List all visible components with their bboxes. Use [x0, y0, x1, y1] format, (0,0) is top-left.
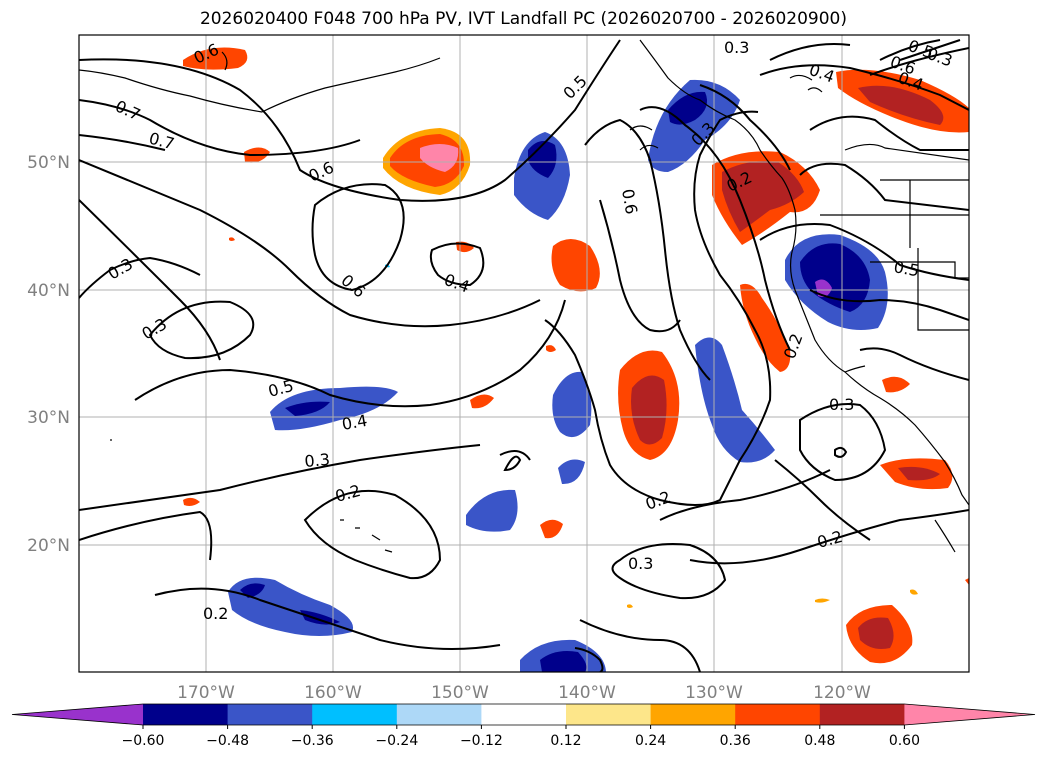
colorbar-tick-label: −0.48 — [206, 733, 249, 749]
lon-label: 170°W — [177, 683, 235, 703]
lon-label: 120°W — [813, 683, 871, 703]
lon-label: 150°W — [431, 683, 489, 703]
colorbar-tick-label: −0.36 — [291, 733, 334, 749]
contour-label: 0.3 — [628, 554, 653, 573]
colorbar-extend-low — [12, 704, 143, 725]
colorbar-swatch — [227, 704, 313, 725]
colorbar-tick-label: −0.60 — [122, 733, 165, 749]
colorbar-swatch — [566, 704, 652, 725]
lat-label: 50°N — [27, 153, 70, 173]
colorbar-swatch — [650, 704, 736, 725]
colorbar-tick-label: 0.24 — [635, 733, 666, 749]
contour-label: 0.4 — [340, 411, 368, 434]
lat-label: 30°N — [27, 408, 70, 428]
colorbar-tick-label: −0.12 — [460, 733, 503, 749]
colorbar-tick-label: 0.60 — [889, 733, 920, 749]
colorbar-swatch — [312, 704, 398, 725]
colorbar-tick-label: 0.36 — [720, 733, 751, 749]
colorbar-tick-label: 0.12 — [550, 733, 581, 749]
contour-label: 0.3 — [304, 450, 331, 471]
lon-label: 140°W — [558, 683, 616, 703]
colorbar-tick-label: 0.48 — [804, 733, 835, 749]
lat-label: 40°N — [27, 281, 70, 301]
graticule — [79, 35, 969, 672]
plot-area — [79, 35, 969, 672]
lon-label: 160°W — [304, 683, 362, 703]
colorbar-swatch — [143, 704, 229, 725]
plot-frame — [78, 34, 970, 673]
lat-label: 20°N — [27, 536, 70, 556]
colorbar-swatch — [819, 704, 905, 725]
lat-axis-labels: 50°N 40°N 30°N 20°N — [27, 153, 70, 556]
negative-shading — [228, 79, 888, 672]
contour-label: 0.3 — [829, 395, 854, 414]
colorbar-tick-label: −0.24 — [375, 733, 418, 749]
colorbar-extend-high — [904, 704, 1035, 725]
lon-label: 130°W — [685, 683, 743, 703]
map-title: 2026020400 F048 700 hPa PV, IVT Landfall… — [199, 9, 847, 29]
coastlines — [79, 39, 969, 553]
contour-label: 0.3 — [724, 38, 749, 57]
contour-label: 0.2 — [203, 604, 228, 623]
colorbar-swatch — [735, 704, 821, 725]
colorbar-swatch — [396, 704, 482, 725]
colorbar-swatch — [481, 704, 567, 725]
contour-label: 0.6 — [618, 187, 641, 215]
lon-axis-labels: 170°W 160°W 150°W 140°W 130°W 120°W — [177, 683, 871, 703]
contour-label: 0.5 — [892, 257, 920, 280]
pv-contours — [79, 39, 969, 672]
colorbar: −0.60 −0.48 −0.36 −0.24 −0.12 0.12 0.24 0.36 0.4… — [11, 703, 1036, 749]
